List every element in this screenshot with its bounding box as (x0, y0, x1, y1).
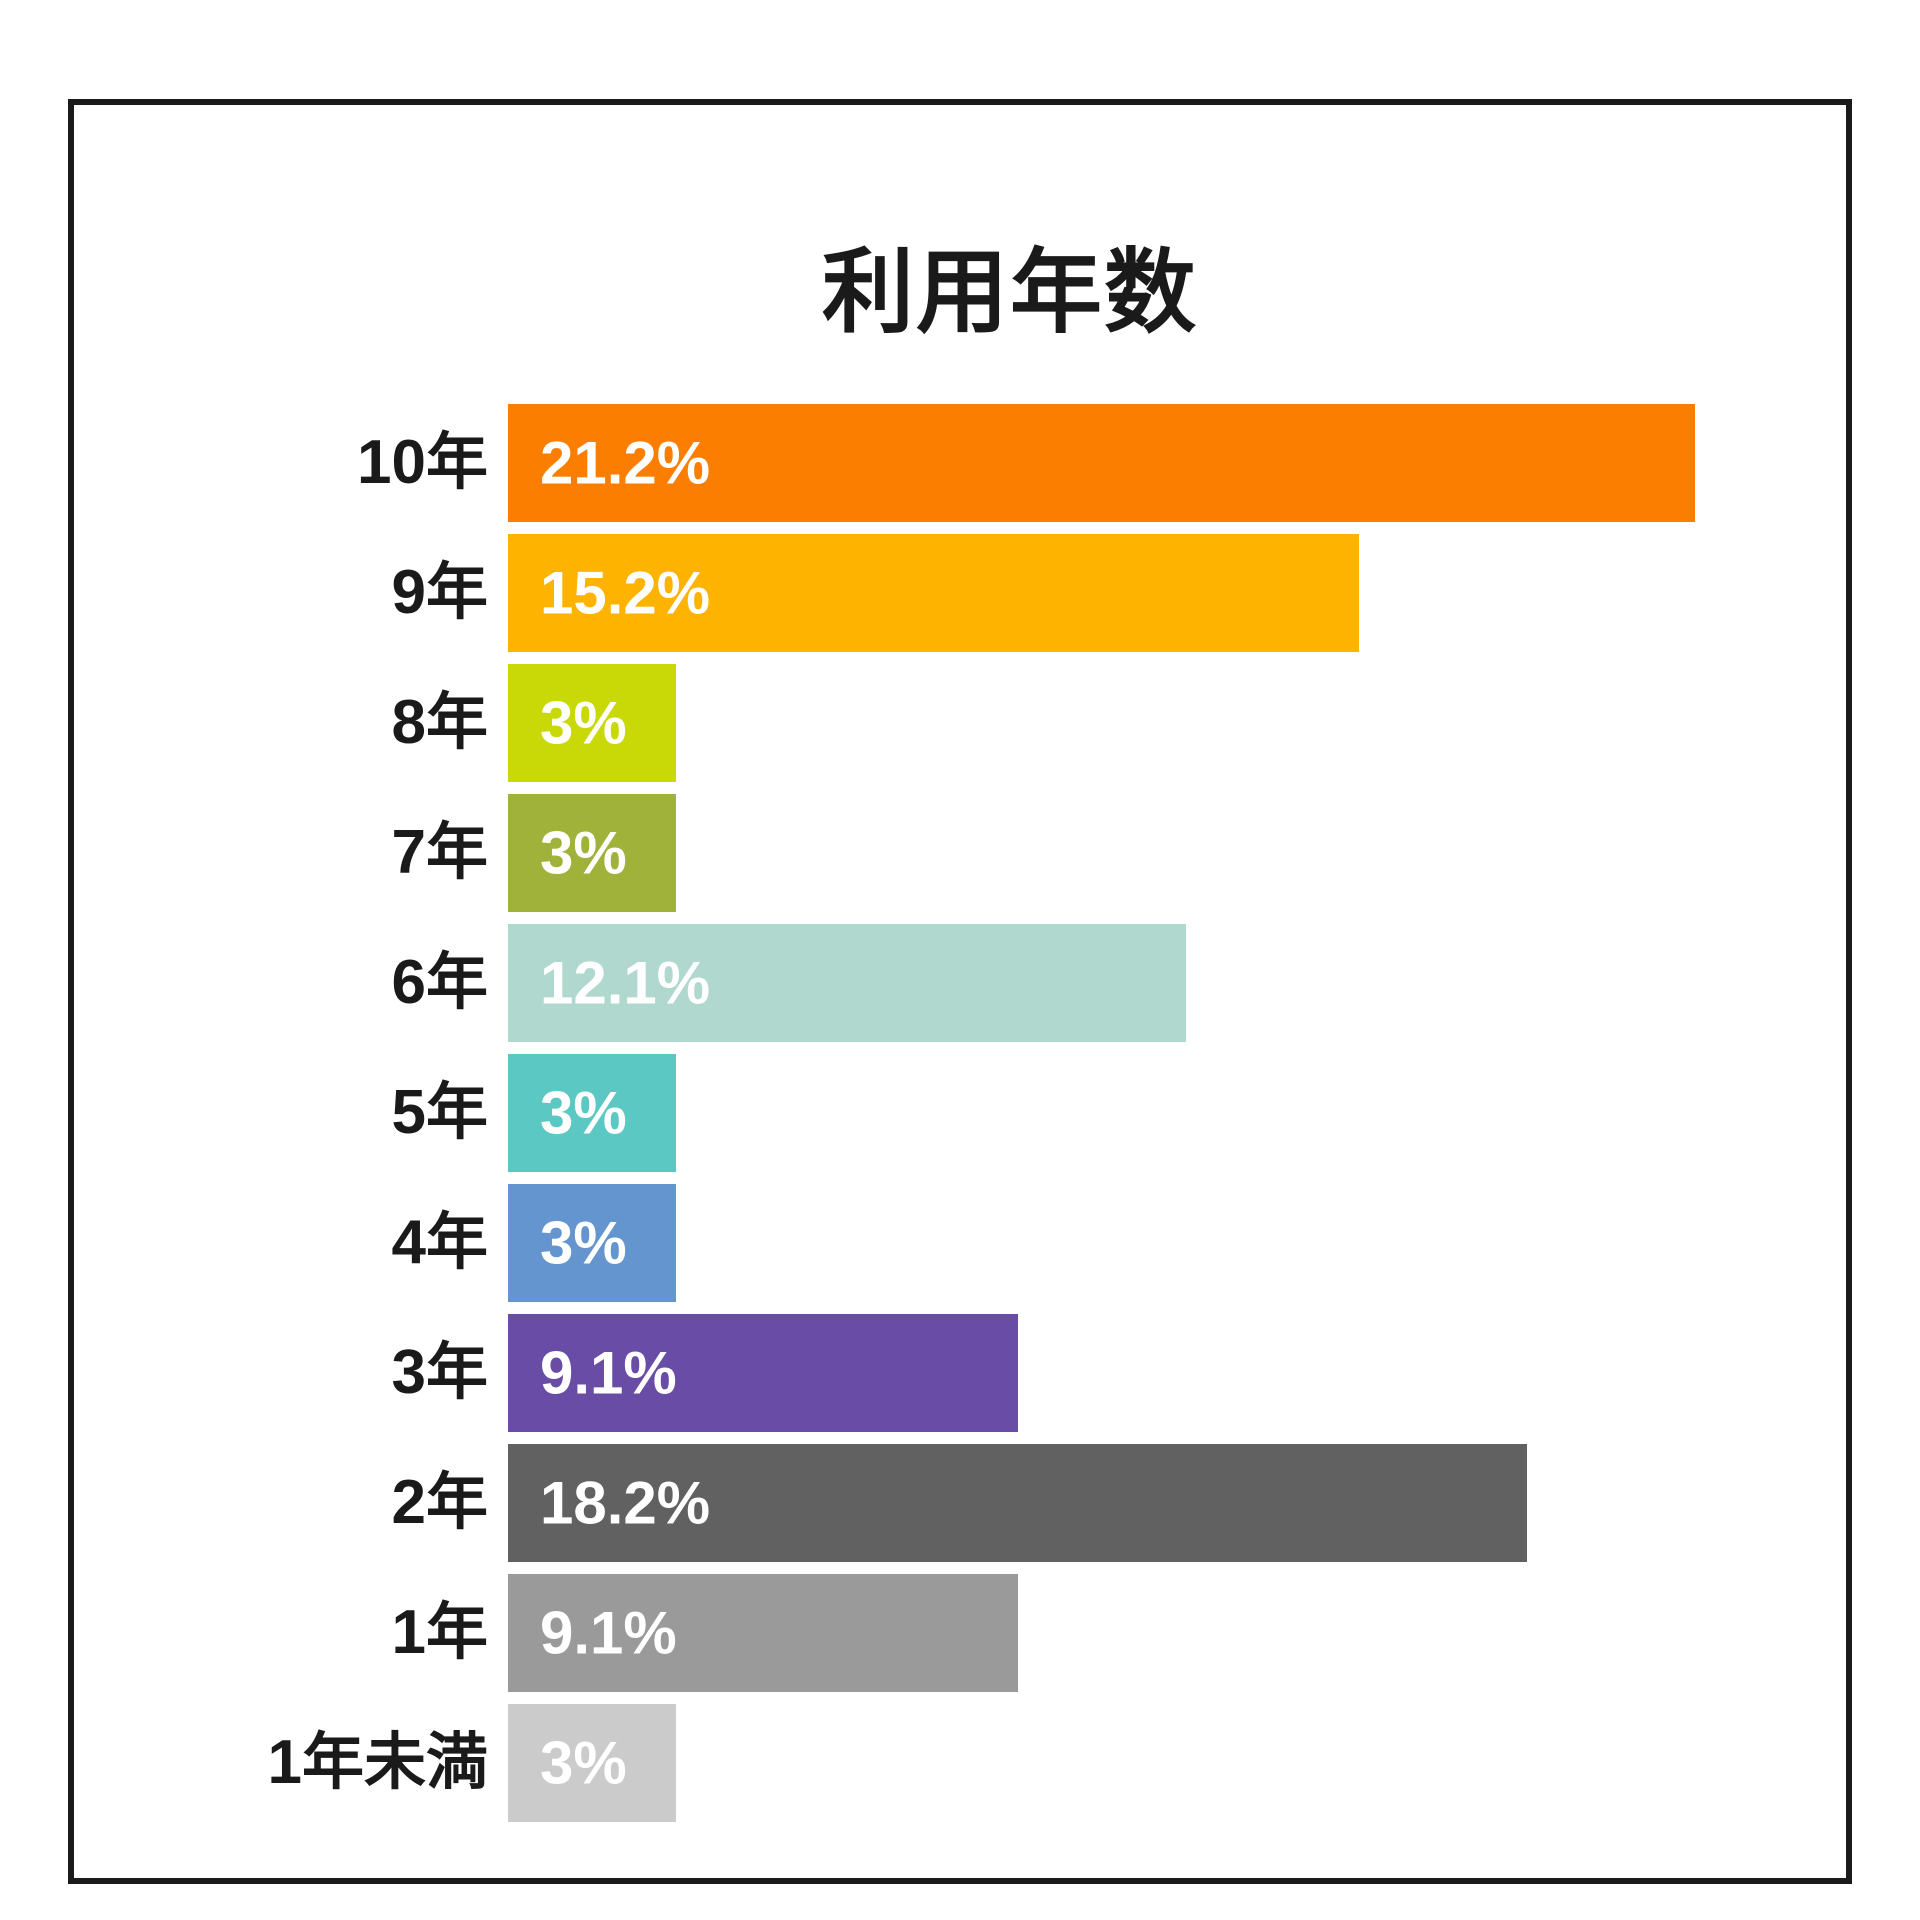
bar: 9.1% (508, 1574, 1018, 1692)
bar-value-label: 15.2% (540, 559, 711, 627)
bar-category-label: 6年 (391, 948, 488, 1017)
bar-category-label: 2年 (391, 1468, 488, 1537)
bar-value-label: 3% (540, 819, 627, 887)
bar: 12.1% (508, 924, 1186, 1042)
bar-category-label: 8年 (391, 688, 488, 757)
bar-value-label: 3% (540, 1209, 627, 1277)
bar: 3% (508, 1054, 676, 1172)
bar-row: 5年 3% (74, 1054, 1854, 1172)
bar: 3% (508, 1184, 676, 1302)
bar-row: 6年 12.1% (74, 924, 1854, 1042)
bar-value-label: 3% (540, 1729, 627, 1797)
bar-category-label: 7年 (391, 818, 488, 887)
bar-row: 2年 18.2% (74, 1444, 1854, 1562)
bar-row: 4年 3% (74, 1184, 1854, 1302)
bar-row: 8年 3% (74, 664, 1854, 782)
bar-row: 3年 9.1% (74, 1314, 1854, 1432)
bar-category-label: 10年 (357, 428, 488, 497)
bars-container: 10年 21.2% 9年 15.2% 8年 3% 7年 3% 6年 12.1% … (74, 404, 1854, 1822)
bar-row: 1年 9.1% (74, 1574, 1854, 1692)
bar-category-label: 4年 (391, 1208, 488, 1277)
bar-category-label: 3年 (391, 1338, 488, 1407)
bar-row: 10年 21.2% (74, 404, 1854, 522)
bar-value-label: 9.1% (540, 1339, 677, 1407)
bar-value-label: 18.2% (540, 1469, 711, 1537)
bar-row: 9年 15.2% (74, 534, 1854, 652)
bar: 3% (508, 664, 676, 782)
bar: 3% (508, 794, 676, 912)
bar-category-label: 9年 (391, 558, 488, 627)
bar-value-label: 3% (540, 1079, 627, 1147)
bar: 18.2% (508, 1444, 1527, 1562)
bar-row: 7年 3% (74, 794, 1854, 912)
bar: 3% (508, 1704, 676, 1822)
bar: 9.1% (508, 1314, 1018, 1432)
bar-row: 1年未満 3% (74, 1704, 1854, 1822)
bar-value-label: 3% (540, 689, 627, 757)
page-title: 利用年数 (821, 241, 1198, 344)
bar-value-label: 12.1% (540, 949, 711, 1017)
bar-category-label: 1年 (391, 1598, 488, 1667)
bar-category-label: 1年未満 (267, 1728, 488, 1797)
bar-value-label: 21.2% (540, 429, 711, 497)
bar: 15.2% (508, 534, 1359, 652)
bar: 21.2% (508, 404, 1695, 522)
bar-value-label: 9.1% (540, 1599, 677, 1667)
bar-category-label: 5年 (391, 1078, 488, 1147)
